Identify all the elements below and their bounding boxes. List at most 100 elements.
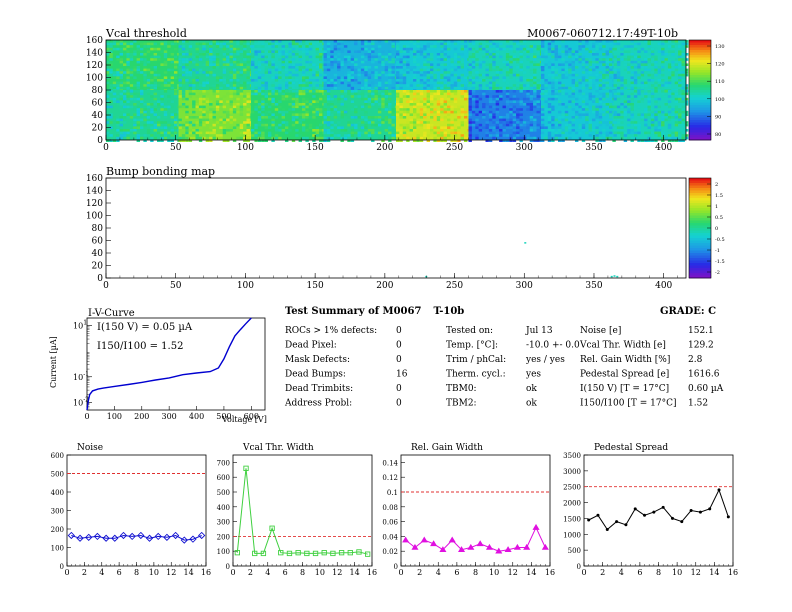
pixel-cell <box>119 71 123 74</box>
pixel-cell <box>119 86 123 90</box>
pixel-cell <box>409 118 413 122</box>
pixel-cell <box>106 81 110 85</box>
pixel-cell <box>271 53 275 56</box>
pixel-cell <box>402 95 407 98</box>
pixel-cell <box>571 73 575 77</box>
pixel-cell <box>609 116 613 119</box>
pixel-cell <box>195 105 199 109</box>
pixel-cell <box>647 73 651 77</box>
pixel-cell <box>167 58 171 61</box>
pixel-cell <box>664 92 668 96</box>
pixel-cell <box>254 71 258 74</box>
pixel-cell <box>354 116 358 119</box>
pixel-cell <box>364 116 368 119</box>
pixel-cell <box>106 131 110 135</box>
pixel-cell <box>575 73 579 77</box>
pixel-cell <box>568 100 572 103</box>
pixel-cell <box>443 76 447 79</box>
pixel-cell <box>319 110 323 114</box>
pixel-cell <box>357 131 361 135</box>
pixel-cell <box>592 105 596 109</box>
pixel-cell <box>592 95 596 98</box>
pixel-cell <box>340 136 344 140</box>
pixel-cell <box>647 100 651 103</box>
x-tick-label: 2 <box>82 568 87 577</box>
pixel-cell <box>150 116 154 119</box>
pixel-cell <box>285 55 289 59</box>
pixel-cell <box>347 84 351 87</box>
pixel-cell <box>475 92 479 96</box>
pixel-cell <box>678 131 682 135</box>
x-tick-label: 0 <box>230 568 235 577</box>
pixel-cell <box>423 116 427 119</box>
pixel-cell <box>416 84 420 87</box>
pixel-cell <box>371 131 375 135</box>
pixel-cell <box>637 63 641 66</box>
pixel-cell <box>274 131 279 135</box>
pixel-cell <box>219 136 223 140</box>
y-tick-label: 40 <box>92 249 104 259</box>
pixel-cell <box>295 95 299 98</box>
pixel-cell <box>585 92 589 96</box>
pixel-cell <box>585 100 589 103</box>
pixel-cell <box>443 136 447 140</box>
pixel-cell <box>192 131 196 135</box>
pixel-cell <box>119 103 123 106</box>
pixel-cell <box>623 45 628 48</box>
pixel-cell <box>367 58 372 61</box>
x-tick-label: 12 <box>691 568 701 577</box>
colorbar-cell <box>689 57 711 61</box>
pixel-cell <box>529 81 534 85</box>
pixel-cell <box>478 126 483 129</box>
pixel-cell <box>271 40 275 43</box>
pixel-cell <box>495 86 500 90</box>
pixel-cell <box>533 90 537 93</box>
pixel-cell <box>126 90 130 93</box>
pixel-cell <box>450 131 454 135</box>
x-tick-label: 14 <box>184 568 194 577</box>
pixel-cell <box>246 100 250 103</box>
pixel-cell <box>433 108 437 111</box>
pixel-cell <box>129 97 134 101</box>
pixel-cell <box>295 63 299 66</box>
pixel-cell <box>529 71 534 74</box>
pixel-cell <box>229 60 233 64</box>
pixel-cell <box>215 79 220 82</box>
pixel-cell <box>109 55 113 59</box>
series-line <box>588 488 729 531</box>
pixel-cell <box>295 97 299 101</box>
pixel-cell <box>205 131 210 135</box>
pixel-cell <box>229 55 233 59</box>
pixel-cell <box>367 73 372 77</box>
pixel-cell <box>585 86 589 90</box>
pixel-cell <box>326 110 331 114</box>
pixel-cell <box>616 42 621 46</box>
pixel-cell <box>192 55 196 59</box>
pixel-cell <box>674 139 679 142</box>
pixel-cell <box>627 84 631 87</box>
x-tick-label: 100 <box>237 143 254 153</box>
pixel-cell <box>547 92 552 96</box>
pixel-cell <box>126 58 130 61</box>
pixel-cell <box>416 40 420 43</box>
pixel-cell <box>396 58 400 61</box>
data-point <box>402 536 410 543</box>
pixel-cell <box>350 68 355 72</box>
pixel-cell <box>509 55 513 59</box>
pixel-cell <box>354 108 358 111</box>
pixel-cell <box>544 126 548 129</box>
pixel-cell <box>413 71 417 74</box>
pixel-cell <box>526 103 530 106</box>
pixel-cell <box>315 129 319 132</box>
pixel-cell <box>630 113 634 116</box>
y-tick-label: 0 <box>226 563 230 571</box>
pixel-cell <box>174 90 178 93</box>
pixel-cell <box>544 53 548 56</box>
pixel-cell <box>374 66 378 69</box>
pixel-cell <box>205 92 210 96</box>
pixel-cell <box>430 110 434 114</box>
pixel-cell <box>215 100 220 103</box>
pixel-cell <box>464 84 468 87</box>
pixel-cell <box>623 79 628 82</box>
pixel-cell <box>564 47 569 51</box>
